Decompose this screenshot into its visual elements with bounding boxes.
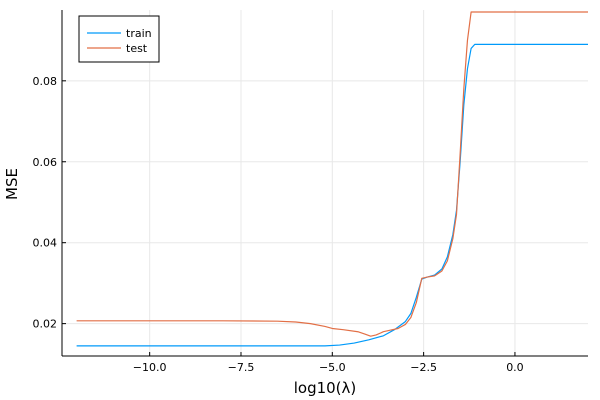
- legend: train test: [78, 15, 160, 63]
- series-line-test: [76, 11, 588, 337]
- x-tick-label: −7.5: [228, 361, 255, 374]
- legend-box: [78, 15, 160, 63]
- y-tick-label: 0.04: [33, 237, 58, 250]
- y-tick-label: 0.08: [33, 75, 58, 88]
- y-tick-label: 0.06: [33, 156, 58, 169]
- x-tick-label: −2.5: [410, 361, 437, 374]
- legend-label-test: test: [126, 42, 148, 55]
- x-tick-label: −10.0: [133, 361, 167, 374]
- y-axis-label: MSE: [3, 168, 21, 200]
- y-axis-ticks: 0.02 0.04 0.06 0.08: [33, 75, 66, 331]
- x-axis-label: log10(λ): [294, 379, 357, 397]
- x-tick-label: −5.0: [319, 361, 346, 374]
- x-tick-label: 0.0: [506, 361, 524, 374]
- y-tick-label: 0.02: [33, 318, 58, 331]
- x-axis-ticks: −10.0 −7.5 −5.0 −2.5 0.0: [133, 352, 524, 374]
- series-lines: [76, 11, 588, 347]
- grid: [62, 10, 588, 356]
- legend-label-train: train: [126, 27, 152, 40]
